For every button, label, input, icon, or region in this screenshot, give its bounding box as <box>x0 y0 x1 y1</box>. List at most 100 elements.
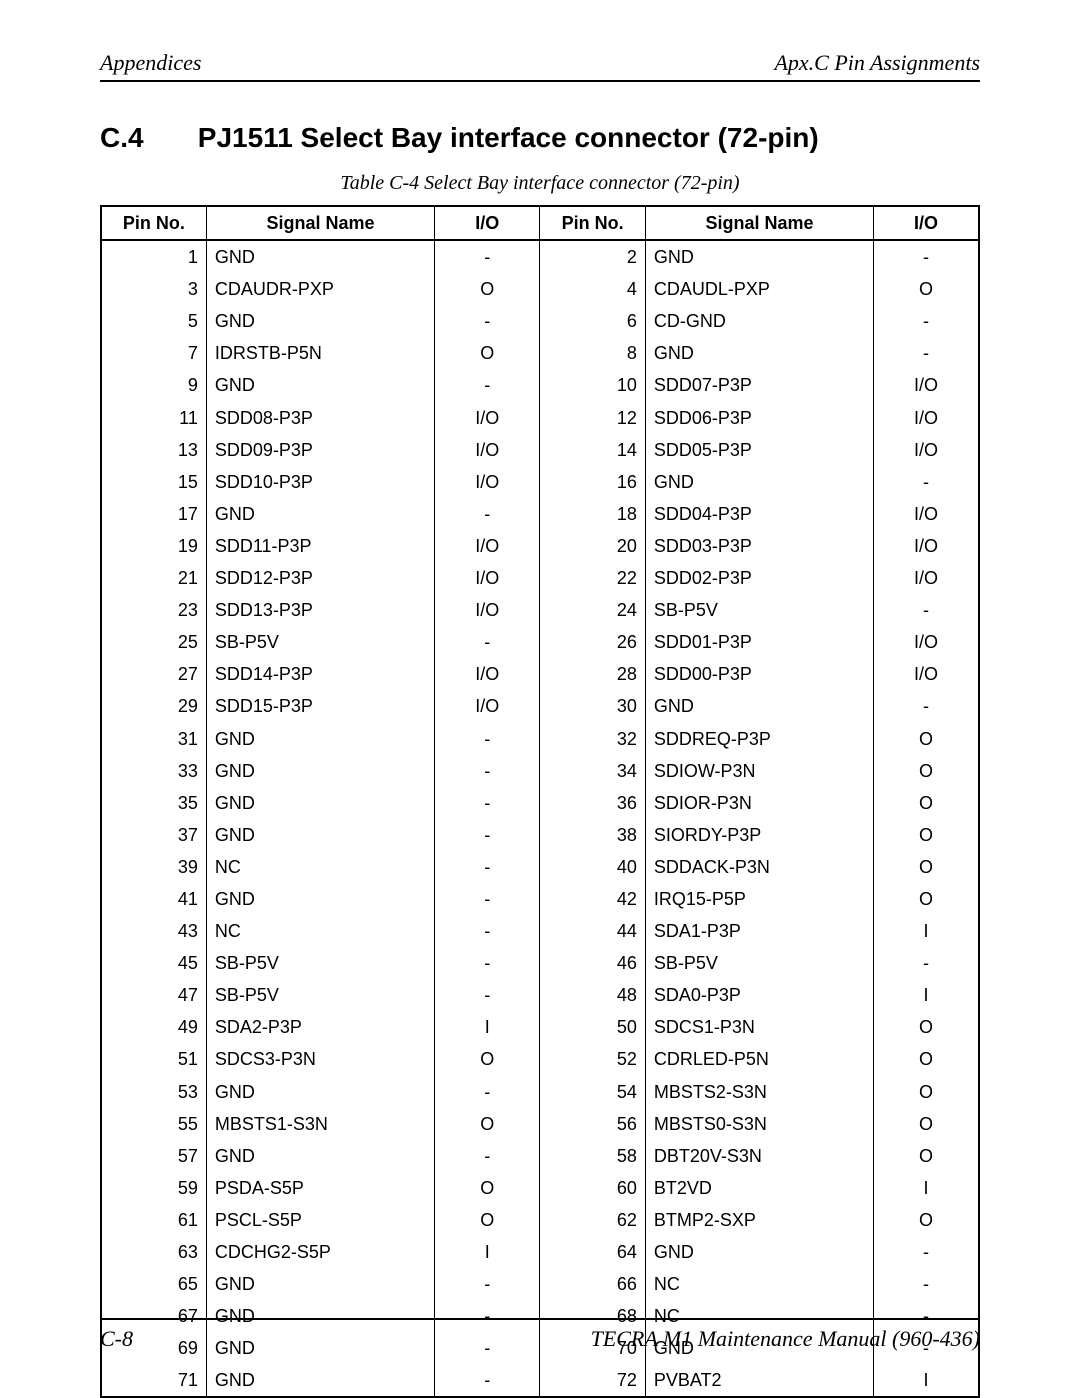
table-cell: 56 <box>540 1108 645 1140</box>
table-cell: I <box>874 915 979 947</box>
table-cell: O <box>874 273 979 305</box>
table-cell: I/O <box>435 594 540 626</box>
table-cell: 22 <box>540 562 645 594</box>
table-cell: SDD10-P3P <box>206 466 434 498</box>
table-cell: SDD07-P3P <box>645 369 873 401</box>
table-cell: 7 <box>101 337 206 369</box>
table-cell: GND <box>645 337 873 369</box>
table-row: 17GND-18SDD04-P3PI/O <box>101 498 979 530</box>
table-cell: I/O <box>435 434 540 466</box>
table-cell: 62 <box>540 1204 645 1236</box>
table-cell: 18 <box>540 498 645 530</box>
table-caption: Table C-4 Select Bay interface connector… <box>100 172 980 195</box>
table-cell: PSDA-S5P <box>206 1172 434 1204</box>
table-cell: 33 <box>101 755 206 787</box>
table-cell: - <box>435 979 540 1011</box>
table-cell: 63 <box>101 1236 206 1268</box>
table-cell: - <box>874 305 979 337</box>
table-cell: 59 <box>101 1172 206 1204</box>
table-row: 41GND-42IRQ15-P5PO <box>101 883 979 915</box>
table-cell: I/O <box>874 658 979 690</box>
table-cell: 43 <box>101 915 206 947</box>
table-row: 57GND-58DBT20V-S3NO <box>101 1140 979 1172</box>
table-row: 61PSCL-S5PO62BTMP2-SXPO <box>101 1204 979 1236</box>
table-cell: SIORDY-P3P <box>645 819 873 851</box>
table-row: 55MBSTS1-S3NO56MBSTS0-S3NO <box>101 1108 979 1140</box>
table-cell: 72 <box>540 1364 645 1397</box>
table-cell: - <box>874 947 979 979</box>
table-cell: I/O <box>435 562 540 594</box>
table-cell: SDD12-P3P <box>206 562 434 594</box>
table-cell: - <box>874 690 979 722</box>
table-cell: I/O <box>435 402 540 434</box>
table-cell: GND <box>645 240 873 273</box>
table-row: 33GND-34SDIOW-P3NO <box>101 755 979 787</box>
table-cell: SDCS1-P3N <box>645 1011 873 1043</box>
table-cell: - <box>874 594 979 626</box>
table-cell: 36 <box>540 787 645 819</box>
table-cell: SB-P5V <box>206 626 434 658</box>
table-cell: O <box>874 1108 979 1140</box>
table-cell: 60 <box>540 1172 645 1204</box>
table-cell: GND <box>645 1236 873 1268</box>
table-row: 9GND-10SDD07-P3PI/O <box>101 369 979 401</box>
table-cell: - <box>435 915 540 947</box>
table-cell: SDD14-P3P <box>206 658 434 690</box>
running-header: Appendices Apx.C Pin Assignments <box>100 50 980 82</box>
table-cell: 27 <box>101 658 206 690</box>
table-cell: MBSTS0-S3N <box>645 1108 873 1140</box>
table-cell: O <box>874 1076 979 1108</box>
table-cell: SDDACK-P3N <box>645 851 873 883</box>
table-row: 65GND-66NC- <box>101 1268 979 1300</box>
table-cell: 26 <box>540 626 645 658</box>
table-cell: I/O <box>874 530 979 562</box>
table-cell: SB-P5V <box>206 979 434 1011</box>
table-cell: SB-P5V <box>206 947 434 979</box>
table-row: 3CDAUDR-PXPO4CDAUDL-PXPO <box>101 273 979 305</box>
table-cell: SDD03-P3P <box>645 530 873 562</box>
table-cell: - <box>435 883 540 915</box>
table-cell: 24 <box>540 594 645 626</box>
running-footer: C-8 TECRA M1 Maintenance Manual (960-436… <box>100 1318 980 1352</box>
table-row: 37GND-38SIORDY-P3PO <box>101 819 979 851</box>
table-cell: O <box>874 1043 979 1075</box>
table-cell: SDCS3-P3N <box>206 1043 434 1075</box>
table-cell: 52 <box>540 1043 645 1075</box>
table-row: 25SB-P5V-26SDD01-P3PI/O <box>101 626 979 658</box>
table-cell: BTMP2-SXP <box>645 1204 873 1236</box>
table-row: 1GND-2GND- <box>101 240 979 273</box>
table-cell: SB-P5V <box>645 594 873 626</box>
table-cell: - <box>435 723 540 755</box>
table-cell: CDAUDL-PXP <box>645 273 873 305</box>
table-cell: 39 <box>101 851 206 883</box>
table-cell: SDA0-P3P <box>645 979 873 1011</box>
table-cell: 45 <box>101 947 206 979</box>
table-cell: SDD02-P3P <box>645 562 873 594</box>
table-cell: 31 <box>101 723 206 755</box>
table-cell: NC <box>206 851 434 883</box>
table-cell: 44 <box>540 915 645 947</box>
table-cell: SDD13-P3P <box>206 594 434 626</box>
table-cell: - <box>874 1268 979 1300</box>
table-cell: SDD05-P3P <box>645 434 873 466</box>
table-cell: - <box>435 305 540 337</box>
table-cell: - <box>874 337 979 369</box>
table-row: 27SDD14-P3PI/O28SDD00-P3PI/O <box>101 658 979 690</box>
table-cell: 25 <box>101 626 206 658</box>
col-header: Pin No. <box>540 206 645 240</box>
table-cell: I <box>874 1172 979 1204</box>
table-cell: SDIOW-P3N <box>645 755 873 787</box>
table-cell: 23 <box>101 594 206 626</box>
table-cell: - <box>435 498 540 530</box>
table-row: 21SDD12-P3PI/O22SDD02-P3PI/O <box>101 562 979 594</box>
table-cell: I/O <box>874 626 979 658</box>
table-cell: - <box>435 947 540 979</box>
table-cell: NC <box>645 1268 873 1300</box>
table-row: 15SDD10-P3PI/O16GND- <box>101 466 979 498</box>
table-row: 11SDD08-P3PI/O12SDD06-P3PI/O <box>101 402 979 434</box>
table-cell: I/O <box>435 690 540 722</box>
table-cell: O <box>435 1043 540 1075</box>
section-heading: PJ1511 Select Bay interface connector (7… <box>198 122 819 153</box>
table-cell: I/O <box>435 466 540 498</box>
table-cell: 1 <box>101 240 206 273</box>
